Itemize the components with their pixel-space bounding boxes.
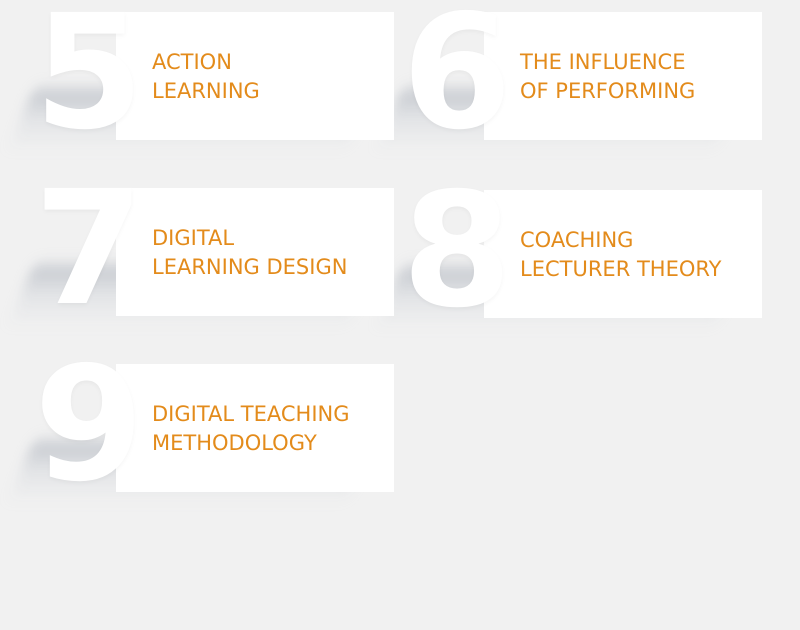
topic-title-line-1: DIGITAL TEACHING (152, 402, 350, 426)
topic-title: ACTION LEARNING (152, 48, 260, 106)
topic-title: COACHING LECTURER THEORY (520, 226, 721, 284)
topic-card-7: 7 DIGITAL LEARNING DESIGN (7, 170, 394, 328)
topic-title-line-1: THE INFLUENCE (520, 50, 686, 74)
topic-title-line-1: ACTION (152, 50, 232, 74)
topic-number: 5 (34, 0, 144, 165)
topic-card-5: 5 ACTION LEARNING (7, 0, 394, 152)
topic-title-line-1: COACHING (520, 228, 634, 252)
card-panel (484, 12, 762, 140)
topic-title-line-2: LEARNING DESIGN (152, 255, 348, 279)
card-panel (484, 190, 762, 318)
topic-card-6: 6 THE INFLUENCE OF PERFORMING (375, 0, 762, 152)
topic-title-line-2: OF PERFORMING (520, 79, 696, 103)
topic-title-line-2: METHODOLOGY (152, 431, 317, 455)
topic-title-line-2: LEARNING (152, 79, 260, 103)
card-panel (116, 12, 394, 140)
topic-card-8: 8 COACHING LECTURER THEORY (375, 172, 762, 330)
topic-number: 6 (402, 0, 512, 165)
topic-title-line-2: LECTURER THEORY (520, 257, 722, 281)
topic-title: THE INFLUENCE OF PERFORMING (520, 48, 695, 106)
topic-title-line-1: DIGITAL (152, 226, 235, 250)
card-panel (116, 188, 394, 316)
topic-number: 9 (34, 333, 144, 517)
topic-title: DIGITAL LEARNING DESIGN (152, 224, 347, 282)
topic-number: 8 (402, 159, 512, 343)
topic-card-9: 9 DIGITAL TEACHING METHODOLOGY (7, 346, 394, 504)
topic-number: 7 (34, 157, 144, 341)
topic-title: DIGITAL TEACHING METHODOLOGY (152, 400, 350, 458)
card-panel (116, 364, 394, 492)
